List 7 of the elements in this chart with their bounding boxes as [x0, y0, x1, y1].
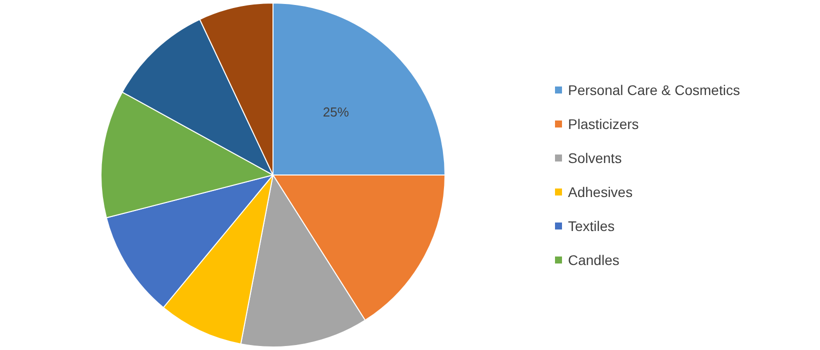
legend-label: Personal Care & Cosmetics	[568, 82, 740, 98]
legend-label: Solvents	[568, 150, 622, 166]
legend-label: Candles	[568, 252, 620, 268]
legend-label: Adhesives	[568, 184, 633, 200]
legend-label: Plasticizers	[568, 116, 639, 132]
legend-label: Textiles	[568, 218, 615, 234]
data-label: 25%	[322, 104, 350, 120]
